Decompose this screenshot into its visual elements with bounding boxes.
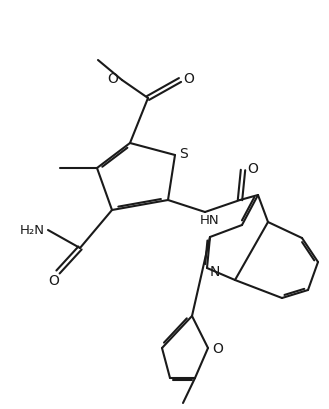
Text: O: O [213,342,223,356]
Text: S: S [179,147,188,161]
Text: H₂N: H₂N [19,223,44,236]
Text: O: O [49,274,60,288]
Text: N: N [210,265,220,279]
Text: O: O [108,72,118,86]
Text: O: O [184,72,194,86]
Text: HN: HN [200,214,220,227]
Text: O: O [247,162,259,176]
